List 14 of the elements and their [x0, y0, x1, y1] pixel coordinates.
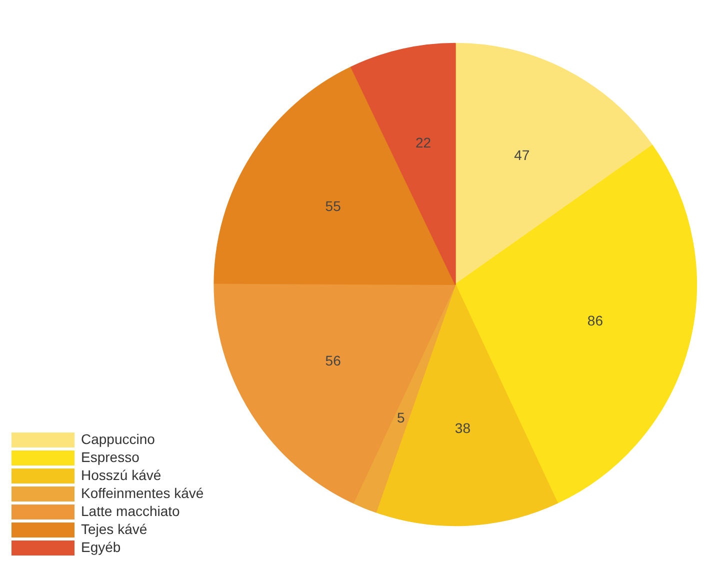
data-label: 56: [325, 352, 342, 369]
legend-label: Egyéb: [81, 538, 121, 555]
data-label: 86: [587, 312, 604, 328]
data-label: 55: [325, 198, 342, 214]
legend-label: Latte macchiato: [81, 502, 180, 519]
data-label: 5: [396, 409, 405, 426]
legend-label: Hosszú kávé: [81, 466, 162, 483]
legend-label: Tejes kávé: [81, 520, 148, 537]
legend-label: Espresso: [81, 448, 140, 465]
legend-label: Cappuccino: [81, 430, 156, 447]
data-label: 38: [454, 420, 471, 436]
data-label: 47: [514, 146, 530, 163]
legend-label: Koffeinmentes kávé: [81, 484, 204, 501]
data-label: 22: [415, 134, 432, 150]
